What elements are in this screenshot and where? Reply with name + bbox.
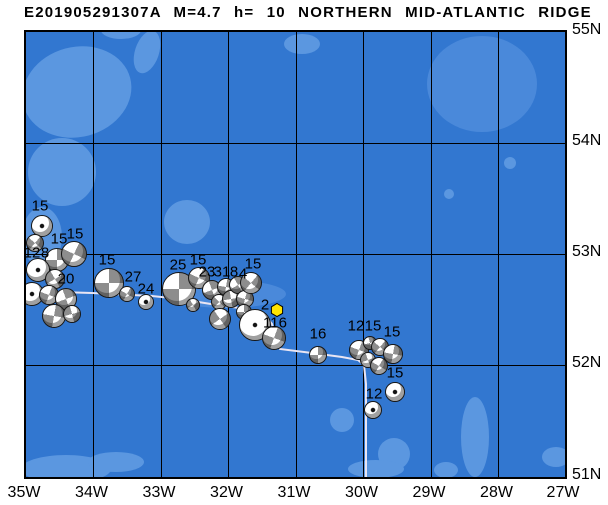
day-label: 12	[365, 385, 383, 403]
focal-mechanism-beachball	[61, 241, 87, 267]
longitude-gridline	[363, 32, 364, 477]
day-label: 15	[364, 317, 382, 335]
focal-mechanism-beachball	[364, 401, 382, 419]
focal-mechanism-beachball	[262, 326, 286, 350]
day-label: 4	[238, 265, 248, 283]
y-axis-tick-label: 53N	[572, 243, 602, 260]
y-axis-tick-label: 54N	[572, 132, 602, 149]
y-axis-tick-label: 51N	[572, 466, 602, 483]
x-axis-tick-label: 30W	[345, 484, 378, 501]
focal-mechanism-beachball	[370, 357, 388, 375]
longitude-gridline	[430, 32, 432, 477]
day-label: 25	[169, 256, 187, 274]
event-epicenter-marker	[270, 302, 284, 318]
day-label: 15	[244, 255, 262, 273]
x-axis-tick-label: 35W	[7, 484, 41, 501]
bathymetry-patch	[542, 447, 565, 467]
bathymetry-patch	[348, 460, 404, 477]
focal-mechanism-beachball	[63, 305, 81, 323]
x-axis-tick-label: 34W	[75, 484, 108, 501]
bathymetry-patch	[444, 189, 454, 199]
plot-title: E201905291307A M=4.7 h= 10 NORTHERN MID-…	[24, 4, 592, 21]
day-label: 20	[57, 270, 75, 288]
longitude-gridline	[228, 32, 229, 477]
day-label: 15	[31, 197, 49, 215]
focal-mechanism-beachball	[385, 382, 405, 402]
bathymetry-patch	[504, 157, 516, 169]
focal-mechanism-beachball	[26, 258, 50, 282]
focal-mechanism-beachball	[26, 282, 44, 306]
day-label: 15	[98, 251, 116, 269]
day-label: 24	[137, 280, 155, 298]
x-axis-tick-label: 27W	[546, 484, 580, 501]
bathymetry-patch	[28, 138, 96, 206]
day-label: 23	[198, 263, 216, 281]
focal-mechanism-beachball	[186, 298, 200, 312]
day-label: 8	[40, 244, 50, 262]
day-label: 15	[66, 225, 84, 243]
focal-mechanism-beachball	[26, 234, 44, 252]
day-label: 12	[24, 244, 41, 262]
y-axis-tick-label: 52N	[572, 354, 602, 371]
focal-mechanism-beachball	[209, 308, 231, 330]
day-label: 12	[347, 317, 365, 335]
bathymetry-patch	[101, 32, 141, 39]
day-label: 31	[213, 263, 231, 281]
x-axis-tick-label: 33W	[142, 484, 176, 501]
day-label: 15	[383, 323, 401, 341]
x-axis-tick-label: 28W	[480, 484, 513, 501]
longitude-gridline	[93, 32, 94, 477]
longitude-gridline	[295, 32, 297, 477]
focal-mechanism-beachball	[383, 344, 403, 364]
day-label: 27	[124, 268, 142, 286]
x-axis-tick-label: 32W	[210, 484, 243, 501]
bathymetry-patch	[427, 36, 537, 132]
y-axis-tick-label: 55N	[572, 21, 602, 38]
focal-mechanism-beachball	[138, 294, 154, 310]
bathymetry-patch	[434, 462, 458, 477]
focal-mechanism-beachball	[309, 346, 327, 364]
bathymetry-patch	[284, 34, 320, 54]
longitude-gridline	[160, 32, 162, 477]
event-marker-overlay	[270, 302, 284, 318]
longitude-gridline	[498, 32, 499, 477]
bathymetry-patch	[164, 200, 210, 244]
x-axis-tick-label: 29W	[412, 484, 446, 501]
latitude-gridline	[26, 364, 565, 366]
day-label: 8	[229, 263, 239, 281]
bathymetry-patch	[330, 408, 354, 432]
day-label: 2	[260, 296, 270, 314]
day-label: 16	[309, 325, 327, 343]
day-label: 15	[386, 364, 404, 382]
day-label: 116	[263, 314, 287, 332]
map-canvas: 15 15 15 12 8 20 15 27 24 25 15 23 31 8 4 15 2 116 16 12 15 1…	[24, 30, 567, 479]
day-label: 15	[50, 230, 68, 248]
latitude-gridline	[26, 142, 565, 144]
x-axis-tick-label: 31W	[277, 484, 311, 501]
focal-mechanism-beachball	[42, 304, 66, 328]
focal-mechanism-beachball	[240, 272, 262, 294]
bathymetry-patch	[88, 452, 144, 472]
latitude-gridline	[26, 253, 565, 255]
day-label: 15	[189, 251, 207, 269]
bathymetry-patch	[461, 397, 489, 477]
focal-mechanism-beachball	[119, 286, 135, 302]
focal-mechanism-beachball	[162, 272, 196, 306]
